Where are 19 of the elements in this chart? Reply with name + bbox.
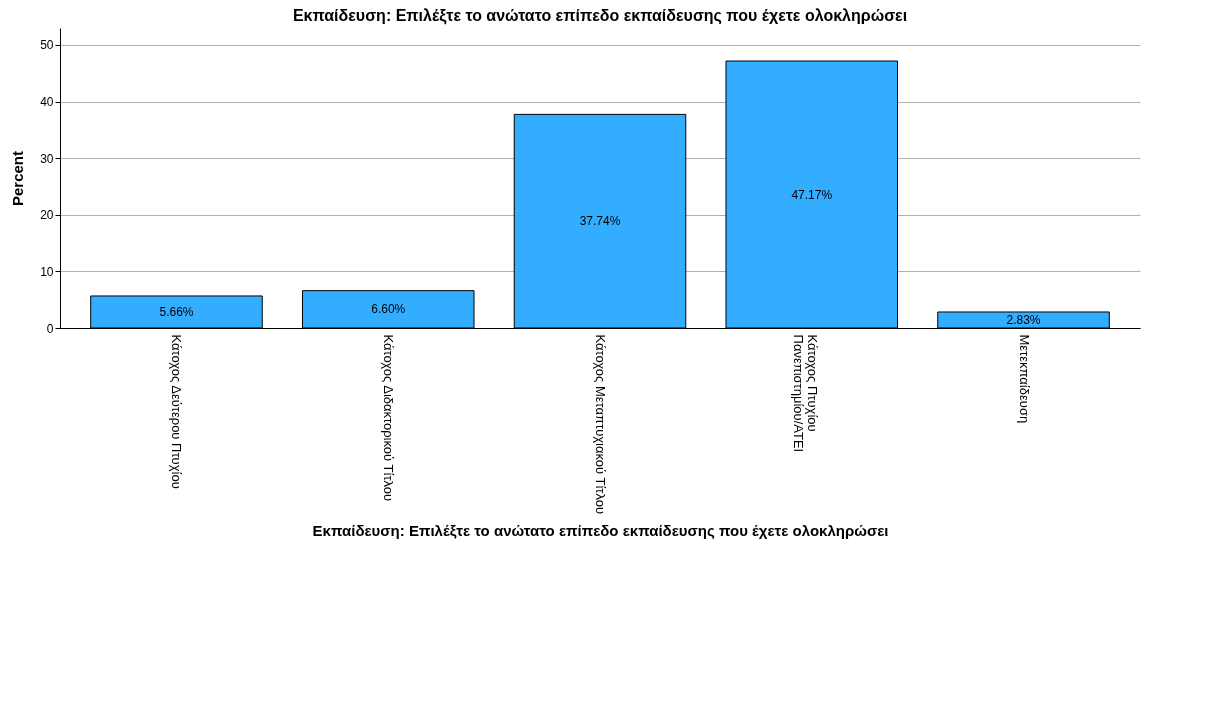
x-tick-label: Μετεκπαίδευση — [1016, 334, 1032, 424]
data-label: 37.74% — [579, 214, 621, 229]
y-tick-label: 10 — [40, 264, 54, 279]
data-label: 47.17% — [791, 187, 833, 202]
data-label: 2.83% — [1006, 312, 1041, 327]
x-tick-label: Κάτοχος Μεταπτυχιακού Τίτλου — [593, 334, 608, 515]
y-tick-label: 40 — [40, 95, 54, 110]
y-tick-label: 20 — [40, 208, 54, 223]
x-axis-title: Εκπαίδευση: Επιλέξτε το ανώτατο επίπεδο εκπαίδευσης που έχετε ολοκληρώσει — [312, 522, 889, 540]
x-tick-label: Κάτοχος Διδακτορικού Τίτλου — [381, 334, 397, 502]
x-tick-label: Κάτοχος Δεύτερου Πτυχίου — [169, 334, 185, 489]
y-axis-title: Percent — [9, 150, 27, 207]
x-tick-label: Κάτοχος Πτυχίου Πανεπιστημίου/ΑΤΕΙ — [790, 334, 820, 453]
y-tick-label: 30 — [40, 151, 54, 166]
data-label: 6.60% — [371, 302, 406, 317]
data-label: 5.66% — [159, 304, 194, 319]
chart-title: Εκπαίδευση: Επιλέξτε το ανώτατο επίπεδο εκπαίδευσης που έχετε ολοκληρώσει — [292, 7, 908, 25]
y-tick-label: 0 — [46, 321, 54, 336]
y-tick-label: 50 — [40, 38, 54, 53]
